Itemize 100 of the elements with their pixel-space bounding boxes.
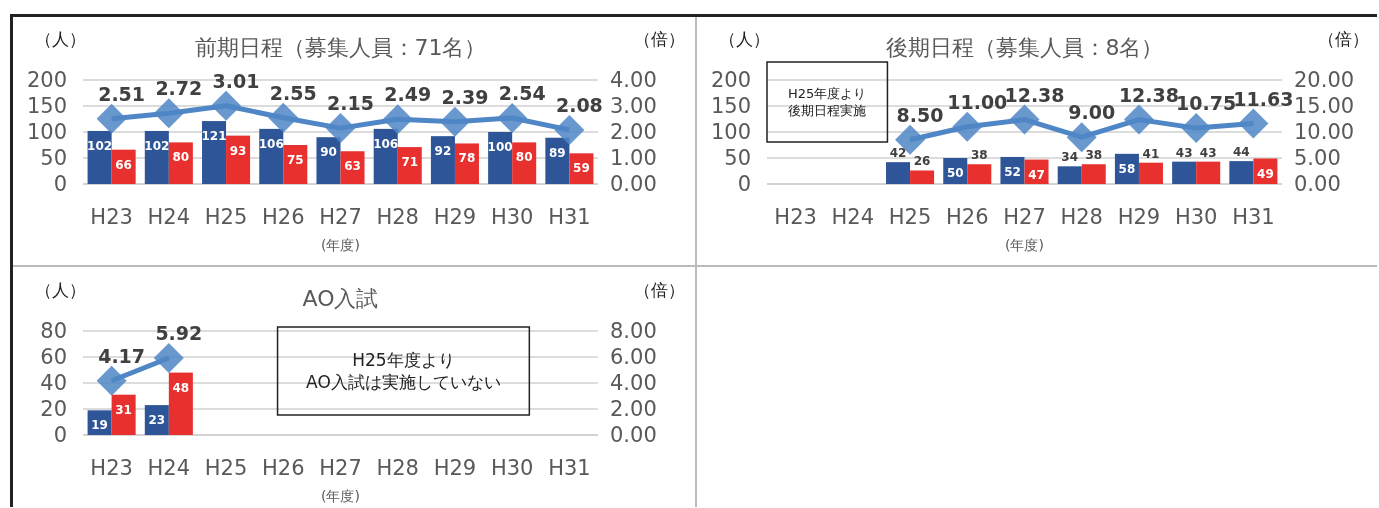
data-label: 2.49 <box>384 83 432 106</box>
data-label: 121 <box>201 129 227 144</box>
x-tick-label: H25 <box>204 456 248 480</box>
data-label: 58 <box>1118 161 1136 176</box>
bar <box>967 164 992 184</box>
data-label: 2.51 <box>98 82 146 105</box>
bar <box>1229 161 1254 184</box>
data-label: 48 <box>172 380 190 395</box>
x-tick-label: H29 <box>433 205 477 229</box>
data-label: 80 <box>172 150 190 165</box>
x-tick-label: H24 <box>147 456 191 480</box>
data-label: 93 <box>229 143 247 158</box>
y2-axis-title: （倍） <box>1318 29 1369 49</box>
x-tick-label: H30 <box>490 456 534 480</box>
data-label: 41 <box>1142 146 1160 161</box>
data-label: 59 <box>573 161 590 176</box>
bar <box>226 135 251 184</box>
bar <box>1172 161 1197 184</box>
x-tick-label: H27 <box>319 205 362 229</box>
y2-tick-label: 0.00 <box>1294 172 1341 196</box>
data-label: 102 <box>87 138 113 153</box>
y-tick-label: 150 <box>710 94 751 118</box>
x-tick-label: H24 <box>147 205 191 229</box>
bar <box>1196 161 1221 184</box>
x-tick-label: H28 <box>1060 205 1103 229</box>
y-tick-label: 40 <box>40 371 67 395</box>
y-tick-label: 0 <box>53 423 67 447</box>
annotation: 後期日程実施 <box>788 103 867 118</box>
bar <box>1057 166 1082 184</box>
data-label: 90 <box>320 145 337 160</box>
bar <box>886 162 911 184</box>
x-tick-label: H29 <box>433 456 477 480</box>
x-tick-label: H31 <box>548 205 591 229</box>
data-label: 106 <box>373 136 399 151</box>
y-axis-title: （人） <box>35 280 86 300</box>
y2-tick-label: 0.00 <box>610 423 657 447</box>
y2-tick-label: 1.00 <box>610 146 657 170</box>
data-label: 89 <box>549 145 566 160</box>
data-label: 100 <box>487 140 513 154</box>
data-label: 92 <box>434 144 452 159</box>
x-tick-label: H23 <box>90 456 133 480</box>
data-label: 9.00 <box>1068 101 1116 124</box>
data-label: 2.08 <box>555 93 603 116</box>
data-label: 52 <box>1004 164 1021 179</box>
data-label: 2.15 <box>327 92 374 115</box>
data-label: 26 <box>913 154 931 169</box>
x-tick-label: H27 <box>1003 205 1046 229</box>
bar <box>454 143 479 184</box>
y-tick-label: 150 <box>26 94 67 118</box>
x-tick-label: H28 <box>376 205 419 229</box>
y-tick-label: 60 <box>40 345 67 369</box>
annotation: H25年度より <box>352 349 455 370</box>
x-tick-label: H24 <box>831 205 875 229</box>
y2-tick-label: 2.00 <box>610 397 657 421</box>
x-tick-label: H30 <box>490 205 534 229</box>
data-label: 38 <box>1085 148 1103 163</box>
data-label: 80 <box>515 150 533 165</box>
bar <box>430 136 455 184</box>
x-tick-label: H26 <box>946 205 989 229</box>
y-tick-label: 0 <box>53 172 67 196</box>
x-tick-label: H28 <box>376 456 419 480</box>
data-label: 43 <box>1175 145 1193 160</box>
data-label: 23 <box>148 413 166 428</box>
y2-tick-label: 0.00 <box>610 172 657 196</box>
y2-tick-label: 20.00 <box>1294 68 1355 92</box>
y-axis-title: （人） <box>719 29 770 49</box>
y2-tick-label: 4.00 <box>610 371 657 395</box>
data-label: 38 <box>970 148 988 163</box>
data-label: 71 <box>401 155 419 170</box>
x-tick-label: H27 <box>319 456 362 480</box>
bar <box>202 121 227 184</box>
y2-tick-label: 2.00 <box>610 120 657 144</box>
x-tick-label: H26 <box>262 456 305 480</box>
data-label: 43 <box>1199 145 1217 160</box>
y-tick-label: 200 <box>710 68 751 92</box>
y2-tick-label: 8.00 <box>610 319 657 343</box>
data-label: 44 <box>1233 145 1250 160</box>
data-label: 47 <box>1028 167 1045 182</box>
x-tick-label: H31 <box>1232 205 1275 229</box>
y2-tick-label: 4.00 <box>610 68 657 92</box>
data-label: 5.92 <box>155 322 203 345</box>
data-label: 66 <box>115 157 132 172</box>
bar <box>910 170 935 184</box>
data-label: 8.50 <box>896 103 944 126</box>
y-tick-label: 20 <box>40 397 67 421</box>
y-tick-label: 50 <box>724 146 751 170</box>
y-tick-label: 100 <box>26 120 67 144</box>
y-tick-label: 200 <box>26 68 67 92</box>
x-axis-title: (年度) <box>321 488 360 504</box>
data-label: 4.17 <box>98 344 146 367</box>
y2-tick-label: 6.00 <box>610 345 657 369</box>
data-label: 31 <box>115 402 132 417</box>
bar <box>316 137 341 184</box>
chart-title: 前期日程（募集人員：71名） <box>194 35 487 60</box>
y-tick-label: 50 <box>40 146 67 170</box>
y2-tick-label: 5.00 <box>1294 146 1341 170</box>
data-label: 63 <box>344 159 361 174</box>
data-label: 3.01 <box>212 69 260 92</box>
chart-title: AO入試 <box>302 286 379 311</box>
x-tick-label: H31 <box>548 456 591 480</box>
